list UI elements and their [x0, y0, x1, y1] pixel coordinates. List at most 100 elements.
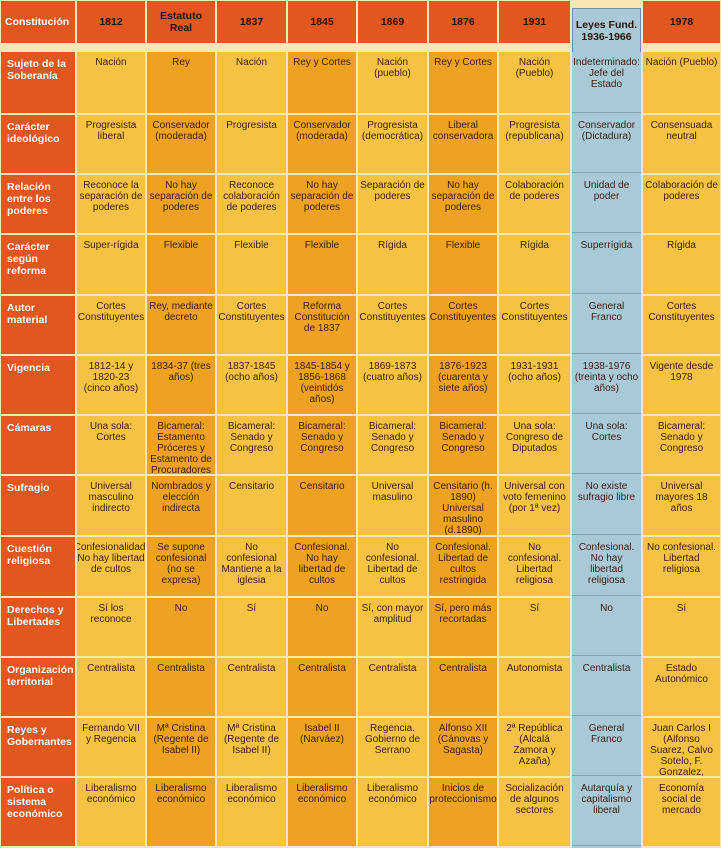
table-cell: Bicameral: Senado y Congreso	[643, 416, 720, 474]
table-cell: Bicameral: Senado y Congreso	[217, 416, 286, 474]
column-header: Constitución	[1, 1, 75, 43]
table-cell: Cortes Constituyentes	[429, 296, 497, 354]
table-cell: Una sola: Cortes	[77, 416, 145, 474]
table-cell: Nación (Pueblo)	[643, 52, 720, 113]
table-cell: No confesional. Libertad religiosa	[499, 537, 570, 596]
table-cell: Autonomista	[499, 658, 570, 716]
table-cell: Censitario	[217, 476, 286, 535]
row-label: Reyes y Gobernantes	[1, 718, 75, 776]
column-header: 1837	[217, 1, 286, 43]
row-label: Cuestión religiosa	[1, 537, 75, 596]
table-cell: Bicameral: Senado y Congreso	[288, 416, 356, 474]
table-cell: Conservador (moderada)	[147, 115, 215, 173]
table-cell: Rey	[147, 52, 215, 113]
table-cell: Reforma Constitución de 1837	[288, 296, 356, 354]
table-cell: Liberalismo económico	[77, 778, 145, 846]
table-cell: Conservador (Dictadura)	[572, 115, 641, 173]
table-cell: Progresista (democrática)	[358, 115, 427, 173]
table-cell: Nación (Pueblo)	[499, 52, 570, 113]
column-header: Estatuto Real	[147, 1, 215, 43]
table-cell: Bicameral: Estamento Próceres y Estament…	[147, 416, 215, 474]
table-cell: Inicios de proteccionismo	[429, 778, 497, 846]
table-cell: Rey y Cortes	[429, 52, 497, 113]
table-cell: Bicameral: Senado y Congreso	[358, 416, 427, 474]
table-cell: No hay separación de poderes	[429, 175, 497, 233]
table-cell: Liberal conservadora	[429, 115, 497, 173]
table-cell: Centralista	[147, 658, 215, 716]
table-cell: Separación de poderes	[358, 175, 427, 233]
table-cell: Consensuada neutral	[643, 115, 720, 173]
table-cell: Sí	[217, 598, 286, 656]
table-cell: General Franco	[572, 718, 641, 776]
table-cell: Conservador (moderada)	[288, 115, 356, 173]
column-header: 1978	[643, 1, 720, 43]
row-label: Derechos y Libertades	[1, 598, 75, 656]
row-label: Carácter ideológico	[1, 115, 75, 173]
table-cell: 1869-1873 (cuatro años)	[358, 356, 427, 414]
table-cell: Centralista	[288, 658, 356, 716]
table-cell: Mª Cristina (Regente de Isabel II)	[147, 718, 215, 776]
column-header: 1931	[499, 1, 570, 43]
table-cell: Cortes Constituyentes	[358, 296, 427, 354]
column-header: 1869	[358, 1, 427, 43]
table-cell: No hay separación de poderes	[147, 175, 215, 233]
table-cell: 1938-1976 (treinta y ocho años)	[572, 356, 641, 414]
table-cell: No confesional. Libertad de cultos	[358, 537, 427, 596]
table-cell: Colaboración de poderes	[499, 175, 570, 233]
table-cell: 1845-1854 y 1856-1868 (veintidós años)	[288, 356, 356, 414]
table-cell: Rígida	[358, 235, 427, 294]
table-cell: No hay separación de poderes	[288, 175, 356, 233]
table-cell: 1876-1923 (cuarenta y siete años)	[429, 356, 497, 414]
table-cell: Centralista	[572, 658, 641, 716]
table-cell: Cortes Constituyentes	[643, 296, 720, 354]
table-cell: Vigente desde 1978	[643, 356, 720, 414]
table-cell: Reconoce la separación de poderes	[77, 175, 145, 233]
table-cell: Nación (pueblo)	[358, 52, 427, 113]
table-cell: No confesional. Libertad religiosa	[643, 537, 720, 596]
table-cell: Progresista	[217, 115, 286, 173]
table-cell: No	[147, 598, 215, 656]
table-cell: Centralista	[358, 658, 427, 716]
table-cell: Una sola: Congreso de Diputados	[499, 416, 570, 474]
table-cell: No confesional Mantiene a la iglesia	[217, 537, 286, 596]
table-cell: Flexible	[288, 235, 356, 294]
table-cell: Indeterminado: Jefe del Estado	[572, 52, 641, 113]
column-header: Leyes Fund. 1936-1966	[572, 8, 641, 54]
row-label: Sujeto de la Soberanía	[1, 52, 75, 113]
table-cell: Progresista (republicana)	[499, 115, 570, 173]
table-cell: Confesional. No hay libertad de cultos	[288, 537, 356, 596]
row-label: Sufragio	[1, 476, 75, 535]
table-cell: Sí, con mayor amplitud	[358, 598, 427, 656]
table-cell: Bicameral: Senado y Congreso	[429, 416, 497, 474]
table-cell: Liberalismo económico	[288, 778, 356, 846]
column-header: 1876	[429, 1, 497, 43]
row-label: Relación entre los poderes	[1, 175, 75, 233]
table-cell: 1931-1931 (ocho años)	[499, 356, 570, 414]
table-cell: No	[572, 598, 641, 656]
table-cell: 1812-14 y 1820-23 (cinco años)	[77, 356, 145, 414]
table-cell: Reconoce colaboración de poderes	[217, 175, 286, 233]
table-cell: General Franco	[572, 296, 641, 354]
table-cell: Liberalismo económico	[147, 778, 215, 846]
table-cell: Se supone confesional (no se expresa)	[147, 537, 215, 596]
table-cell: Nación	[217, 52, 286, 113]
table-cell: Cortes Constituyentes	[77, 296, 145, 354]
table-cell: Superrígida	[572, 235, 641, 294]
table-cell: Confesional. No hay libertad religiosa	[572, 537, 641, 596]
table-cell: Flexible	[147, 235, 215, 294]
table-cell: Confesionalidad. No hay libertad de cult…	[77, 537, 145, 596]
table-cell: Estado Autonómico	[643, 658, 720, 716]
table-cell: Alfonso XII (Cánovas y Sagasta)	[429, 718, 497, 776]
row-label: Política o sistema económico	[1, 778, 75, 846]
table-cell: Rey y Cortes	[288, 52, 356, 113]
row-label: Autor material	[1, 296, 75, 354]
table-cell: Economía social de mercado	[643, 778, 720, 846]
table-cell: Centralista	[429, 658, 497, 716]
table-cell: Sí	[643, 598, 720, 656]
table-cell: Socialización de algunos sectores	[499, 778, 570, 846]
row-label: Cámaras	[1, 416, 75, 474]
table-cell: Colaboración de poderes	[643, 175, 720, 233]
table-cell: Centralista	[77, 658, 145, 716]
row-label: Vigencia	[1, 356, 75, 414]
